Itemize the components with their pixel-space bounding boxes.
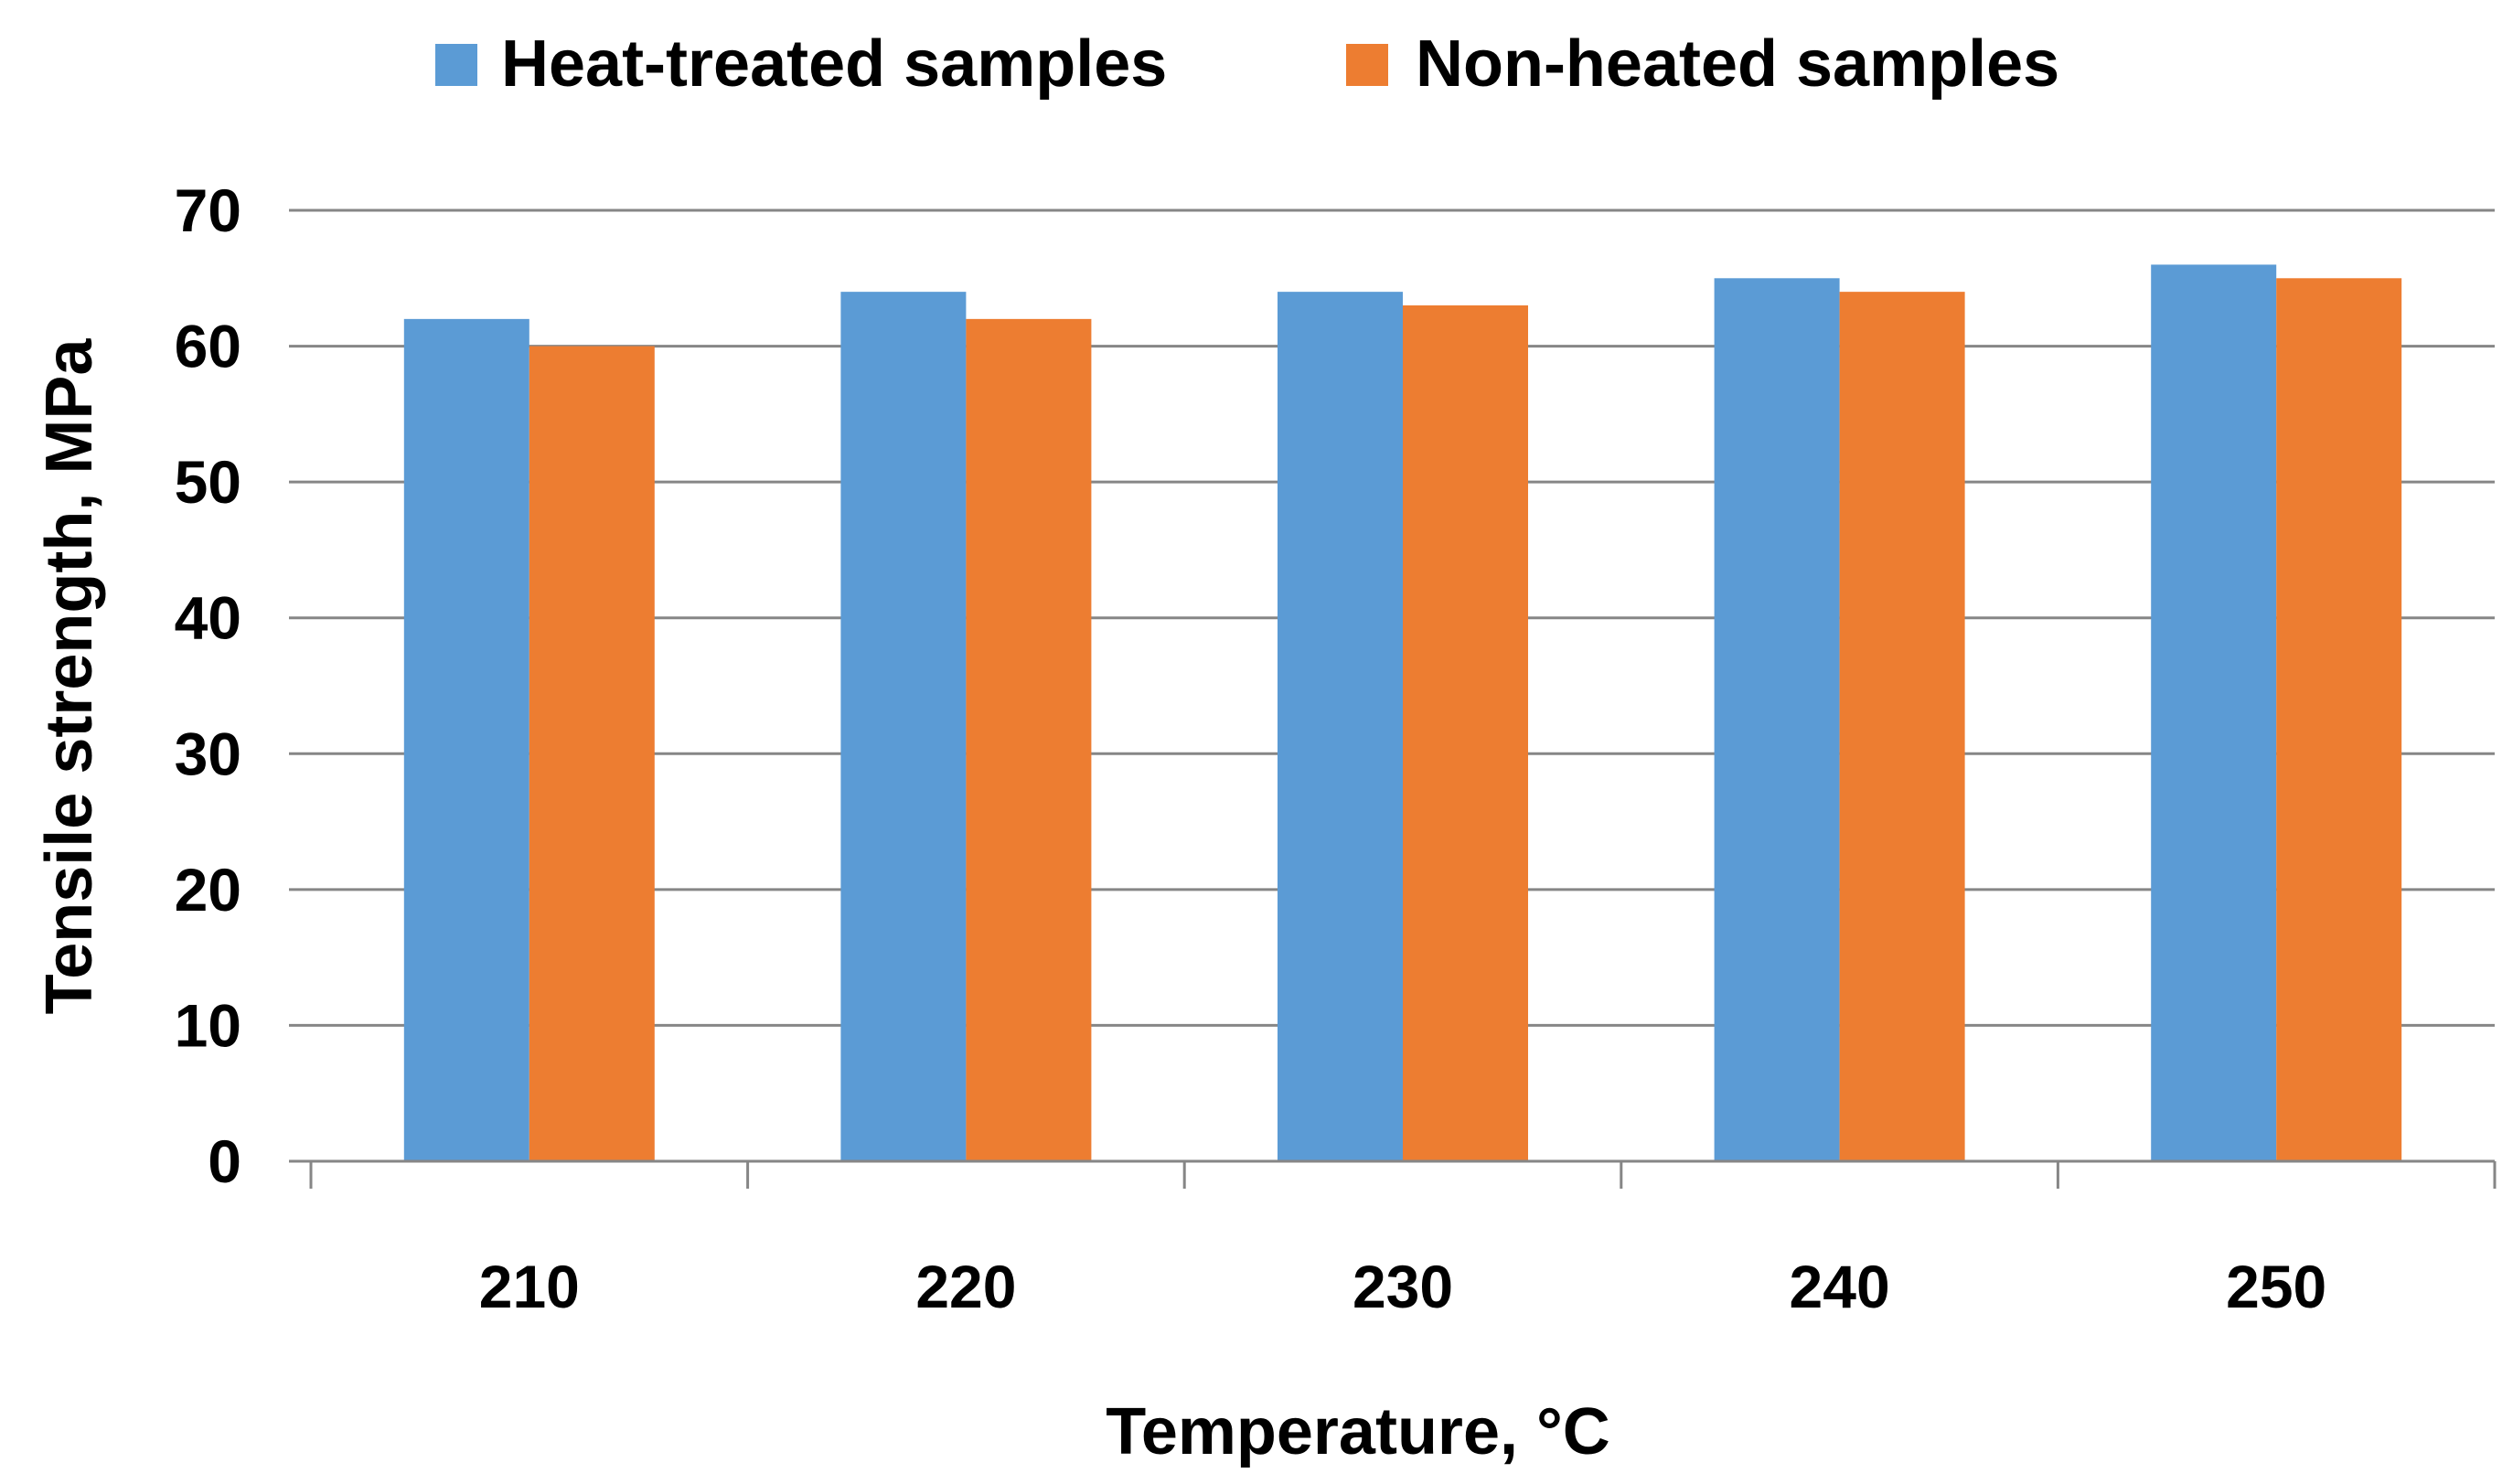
- y-tick-label: 40: [175, 584, 241, 652]
- bar-heat-treated-220: [840, 292, 967, 1162]
- legend: Heat-treated samples Non-heated samples: [435, 27, 2059, 101]
- y-tick-label: 0: [208, 1127, 241, 1195]
- x-tick-label: 240: [1790, 1253, 1890, 1320]
- bars: [403, 264, 2402, 1162]
- x-axis-title: Temperature, °C: [1106, 1395, 1610, 1468]
- y-tick-label: 60: [175, 313, 241, 380]
- x-tick-label: 210: [479, 1253, 580, 1320]
- x-axis-labels: 210 220 230 240 250: [479, 1253, 2327, 1320]
- legend-label-heat-treated: Heat-treated samples: [501, 27, 1167, 101]
- y-axis-ticks: 0 10 20 30 40 50 60 70: [175, 176, 241, 1195]
- bar-non-heated-230: [1403, 305, 1528, 1161]
- y-axis-title: Tensile strength, MPa: [33, 338, 106, 1015]
- y-tick-label: 30: [175, 720, 241, 787]
- y-tick-label: 10: [175, 991, 241, 1059]
- y-tick-label: 50: [175, 448, 241, 516]
- bar-non-heated-250: [2276, 278, 2402, 1161]
- y-tick-label: 70: [175, 176, 241, 244]
- legend-swatch-non-heated: [1346, 44, 1388, 86]
- legend-label-non-heated: Non-heated samples: [1416, 27, 2059, 101]
- bar-heat-treated-240: [1714, 278, 1840, 1161]
- x-axis-ticks: [309, 1161, 2497, 1189]
- bar-non-heated-220: [966, 318, 1092, 1161]
- y-tick-label: 20: [175, 856, 241, 923]
- x-tick-label: 220: [915, 1253, 1016, 1320]
- bar-non-heated-210: [529, 346, 655, 1162]
- x-tick-label: 230: [1353, 1253, 1453, 1320]
- legend-swatch-heat-treated: [435, 44, 477, 86]
- bar-heat-treated-210: [403, 318, 529, 1161]
- bar-heat-treated-250: [2151, 264, 2277, 1161]
- bar-heat-treated-230: [1278, 292, 1403, 1162]
- x-tick-label: 250: [2226, 1253, 2326, 1320]
- bar-non-heated-240: [1839, 292, 1965, 1162]
